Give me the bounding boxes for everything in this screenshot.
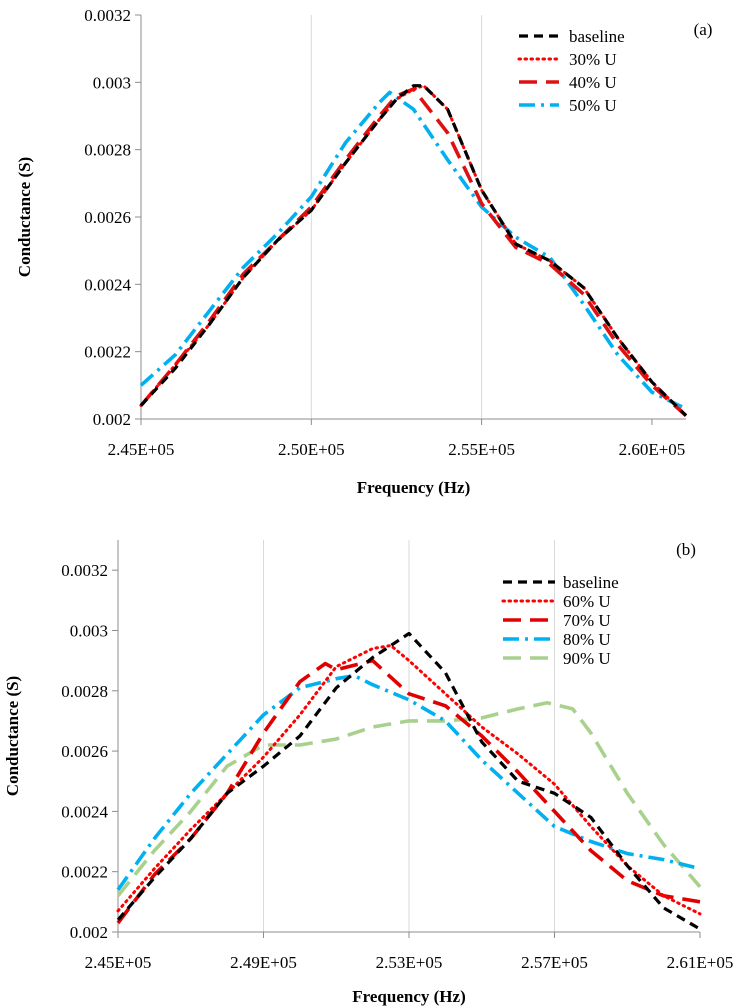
legend-label: 50% U (569, 96, 617, 115)
y-tick-label: 0.0028 (61, 682, 108, 701)
series-line-30-u (139, 84, 688, 418)
y-tick-label: 0.0032 (84, 6, 131, 25)
x-tick-label: 2.57E+05 (521, 953, 588, 972)
chart-panel-b: 0.002 0.0022 0.0024 0.0026 0.0028 0.003 0.0032… (3, 540, 733, 1006)
y-tick-label: 0.003 (70, 621, 108, 640)
x-tick-label: 2.53E+05 (376, 953, 443, 972)
legend: baseline 30% U 40% U 50% U (517, 27, 625, 115)
x-tick-label: 2.50E+05 (278, 440, 345, 459)
x-axis-title: Frequency (Hz) (357, 478, 470, 497)
y-tick-label: 0.0022 (84, 343, 131, 362)
x-axis-title: Frequency (Hz) (352, 987, 465, 1006)
legend-label: 70% U (563, 611, 611, 630)
series-line-40-u (139, 87, 688, 417)
x-tick-label: 2.45E+05 (108, 440, 175, 459)
legend-label: baseline (569, 27, 625, 46)
legend-label: baseline (563, 573, 619, 592)
y-tick-label: 0.002 (70, 923, 108, 942)
y-tick-label: 0.0022 (61, 863, 108, 882)
y-axis-title: Conductance (S) (15, 157, 34, 277)
x-tick-label: 2.45E+05 (85, 953, 152, 972)
panel-label: (b) (676, 540, 696, 559)
panel-label: (a) (694, 20, 713, 39)
x-tick-label: 2.61E+05 (667, 953, 734, 972)
series-line-80-u (116, 673, 701, 891)
y-tick-label: 0.0026 (61, 742, 108, 761)
y-tick-label: 0.0028 (84, 141, 131, 160)
y-tick-label: 0.0024 (61, 802, 108, 821)
chart-panel-a: 0.002 0.0022 0.0024 0.0026 0.0028 0.003 0.0032… (15, 6, 712, 497)
y-tick-label: 0.0026 (84, 208, 131, 227)
series-line-70-u (116, 658, 701, 925)
y-tick-label: 0.0032 (61, 561, 108, 580)
legend-label: 30% U (569, 50, 617, 69)
y-tick-label: 0.002 (93, 410, 131, 429)
series-group (116, 631, 702, 931)
series-line-90-u (116, 700, 702, 897)
x-tick-label: 2.60E+05 (619, 440, 686, 459)
x-tick-label: 2.49E+05 (230, 953, 297, 972)
legend-label: 40% U (569, 73, 617, 92)
legend-label: 80% U (563, 630, 611, 649)
y-axis-title: Conductance (S) (3, 676, 22, 796)
legend-label: 60% U (563, 592, 611, 611)
y-tick-label: 0.0024 (84, 275, 131, 294)
series-group (139, 84, 688, 418)
y-tick-label: 0.003 (93, 73, 131, 92)
x-tick-label: 2.55E+05 (448, 440, 515, 459)
series-line-baseline (139, 84, 688, 417)
legend-label: 90% U (563, 649, 611, 668)
series-line-50-u (139, 90, 687, 411)
series-line-baseline (116, 631, 701, 931)
